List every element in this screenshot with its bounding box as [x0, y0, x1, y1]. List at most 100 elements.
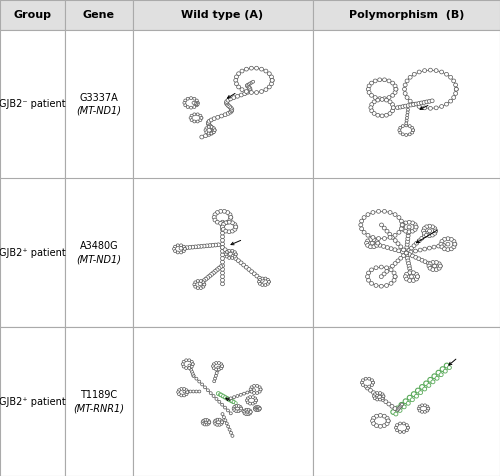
Circle shape	[384, 266, 388, 270]
Circle shape	[424, 404, 426, 407]
Circle shape	[370, 93, 374, 97]
Circle shape	[406, 257, 409, 260]
Circle shape	[206, 389, 210, 392]
Circle shape	[387, 402, 391, 406]
Circle shape	[254, 408, 257, 411]
Circle shape	[184, 99, 187, 102]
Circle shape	[406, 250, 410, 253]
Circle shape	[195, 102, 198, 105]
Circle shape	[258, 406, 261, 409]
Circle shape	[234, 225, 237, 229]
Circle shape	[229, 216, 233, 219]
Circle shape	[376, 237, 380, 240]
Circle shape	[233, 228, 237, 231]
Circle shape	[362, 230, 366, 234]
Text: Polymorphism  (B): Polymorphism (B)	[348, 10, 464, 20]
Circle shape	[222, 395, 224, 397]
Circle shape	[368, 238, 372, 241]
Circle shape	[236, 72, 240, 76]
Bar	[0, 0, 65, 30]
Circle shape	[408, 395, 412, 400]
Circle shape	[393, 407, 397, 410]
Circle shape	[220, 246, 224, 249]
Circle shape	[392, 278, 396, 282]
Circle shape	[376, 98, 380, 102]
Circle shape	[410, 246, 414, 250]
Circle shape	[372, 416, 376, 420]
Circle shape	[227, 230, 231, 234]
Circle shape	[370, 419, 374, 423]
Circle shape	[378, 425, 382, 428]
Circle shape	[360, 219, 364, 223]
Circle shape	[400, 250, 404, 254]
Circle shape	[398, 430, 402, 433]
Circle shape	[249, 411, 252, 414]
Circle shape	[240, 407, 242, 410]
Circle shape	[396, 259, 400, 263]
Circle shape	[246, 90, 250, 94]
Circle shape	[372, 245, 376, 248]
Circle shape	[384, 400, 388, 404]
Circle shape	[385, 229, 389, 233]
Circle shape	[264, 284, 267, 287]
Circle shape	[230, 108, 234, 111]
Circle shape	[227, 397, 231, 401]
Circle shape	[378, 97, 382, 100]
Circle shape	[254, 399, 258, 402]
Circle shape	[404, 272, 408, 276]
Circle shape	[215, 268, 219, 272]
Circle shape	[212, 365, 214, 367]
Circle shape	[266, 278, 270, 281]
Text: GJB2⁻ patient: GJB2⁻ patient	[0, 99, 66, 109]
Circle shape	[216, 418, 218, 421]
Circle shape	[231, 257, 234, 259]
Bar	[132, 30, 312, 178]
Circle shape	[230, 229, 234, 233]
Circle shape	[259, 388, 262, 391]
Circle shape	[408, 75, 412, 79]
Circle shape	[385, 416, 389, 420]
Circle shape	[370, 281, 374, 285]
Circle shape	[436, 370, 441, 375]
Circle shape	[422, 100, 426, 104]
Circle shape	[391, 410, 396, 415]
Circle shape	[242, 92, 246, 96]
Circle shape	[408, 99, 412, 103]
Circle shape	[398, 129, 401, 132]
Circle shape	[420, 101, 424, 105]
Circle shape	[224, 396, 226, 399]
Circle shape	[188, 366, 192, 369]
Circle shape	[210, 273, 214, 277]
Circle shape	[200, 135, 204, 139]
Circle shape	[182, 246, 186, 250]
Circle shape	[404, 248, 408, 252]
Circle shape	[404, 251, 408, 255]
Circle shape	[406, 424, 408, 426]
Circle shape	[392, 106, 396, 109]
Circle shape	[404, 251, 408, 255]
Circle shape	[448, 75, 452, 79]
Circle shape	[261, 284, 264, 287]
Circle shape	[393, 84, 397, 88]
Circle shape	[252, 80, 254, 83]
Circle shape	[246, 391, 249, 394]
Circle shape	[196, 120, 199, 123]
Circle shape	[190, 119, 193, 121]
Circle shape	[417, 101, 421, 105]
Circle shape	[442, 238, 446, 241]
Circle shape	[400, 227, 404, 231]
Circle shape	[369, 106, 373, 109]
Bar	[65, 178, 132, 327]
Circle shape	[452, 79, 456, 83]
Circle shape	[233, 223, 237, 227]
Circle shape	[180, 244, 182, 247]
Bar	[65, 30, 132, 178]
Circle shape	[180, 251, 182, 254]
Circle shape	[214, 368, 218, 371]
Circle shape	[382, 78, 386, 82]
Circle shape	[207, 119, 211, 123]
Circle shape	[439, 242, 443, 246]
Circle shape	[250, 270, 254, 274]
Circle shape	[215, 397, 218, 400]
Circle shape	[270, 79, 274, 82]
